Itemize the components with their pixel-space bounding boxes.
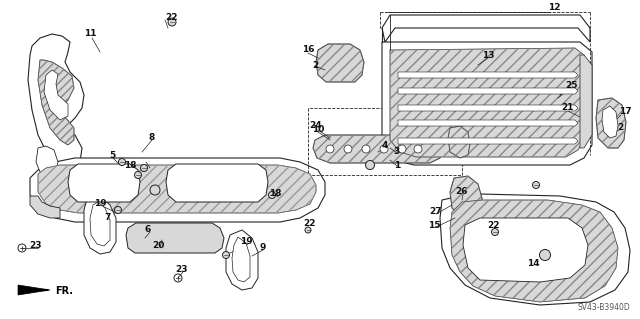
Text: 5: 5 (109, 152, 115, 160)
Polygon shape (316, 44, 364, 82)
Polygon shape (28, 34, 84, 168)
Text: 25: 25 (566, 81, 579, 91)
Polygon shape (398, 88, 578, 94)
Text: FR.: FR. (55, 286, 73, 296)
Polygon shape (450, 200, 618, 302)
Polygon shape (232, 237, 250, 282)
Polygon shape (313, 135, 442, 163)
Circle shape (362, 145, 370, 153)
Polygon shape (580, 55, 592, 148)
Text: 13: 13 (482, 50, 494, 60)
Polygon shape (602, 106, 618, 138)
Circle shape (115, 206, 122, 213)
Circle shape (305, 227, 311, 233)
Polygon shape (36, 146, 58, 176)
Circle shape (134, 172, 141, 179)
Text: 24: 24 (310, 122, 323, 130)
Polygon shape (440, 194, 630, 305)
Polygon shape (126, 223, 224, 253)
Circle shape (365, 160, 374, 169)
Text: 20: 20 (152, 241, 164, 250)
Text: 2: 2 (312, 61, 318, 70)
Text: SV43-B3940D: SV43-B3940D (577, 303, 630, 312)
Polygon shape (448, 126, 470, 158)
Text: 19: 19 (93, 198, 106, 207)
Circle shape (398, 145, 406, 153)
Polygon shape (90, 202, 110, 246)
Text: 23: 23 (29, 241, 42, 250)
Circle shape (532, 182, 540, 189)
Text: 23: 23 (175, 265, 188, 275)
Polygon shape (166, 164, 268, 202)
Polygon shape (398, 120, 578, 126)
Polygon shape (463, 218, 588, 282)
Text: 21: 21 (562, 103, 574, 113)
Text: 10: 10 (312, 125, 324, 135)
Polygon shape (18, 285, 50, 295)
Circle shape (269, 191, 275, 198)
Circle shape (141, 165, 147, 172)
Polygon shape (398, 72, 578, 78)
Text: 12: 12 (548, 4, 560, 12)
Polygon shape (398, 105, 578, 111)
Polygon shape (382, 42, 592, 165)
Text: 19: 19 (240, 236, 252, 246)
Text: 15: 15 (428, 220, 440, 229)
Text: 8: 8 (149, 133, 155, 143)
Circle shape (540, 249, 550, 261)
Text: 26: 26 (456, 188, 468, 197)
Text: 6: 6 (145, 226, 151, 234)
Text: 7: 7 (105, 213, 111, 222)
Polygon shape (450, 176, 482, 218)
Polygon shape (596, 98, 626, 148)
Circle shape (150, 185, 160, 195)
Polygon shape (30, 158, 325, 222)
Circle shape (168, 18, 176, 26)
Circle shape (344, 145, 352, 153)
Polygon shape (38, 165, 316, 213)
Text: 1: 1 (394, 160, 400, 169)
Polygon shape (398, 138, 578, 144)
Text: 22: 22 (488, 221, 500, 231)
Polygon shape (226, 230, 258, 290)
Polygon shape (382, 15, 590, 42)
Text: 16: 16 (301, 46, 314, 55)
Text: 2: 2 (617, 123, 623, 132)
Text: 11: 11 (84, 28, 96, 38)
Circle shape (223, 251, 230, 258)
Polygon shape (44, 70, 68, 120)
Text: 22: 22 (304, 219, 316, 227)
Circle shape (118, 159, 125, 166)
Text: 14: 14 (527, 258, 540, 268)
Polygon shape (84, 195, 116, 254)
Text: 22: 22 (166, 12, 179, 21)
Text: 17: 17 (619, 108, 631, 116)
Polygon shape (390, 48, 584, 157)
Text: 4: 4 (382, 140, 388, 150)
Polygon shape (30, 196, 60, 218)
Text: 9: 9 (260, 243, 266, 253)
Polygon shape (38, 60, 74, 145)
Circle shape (414, 145, 422, 153)
Text: 27: 27 (429, 207, 442, 217)
Text: 18: 18 (269, 189, 281, 198)
Text: 18: 18 (124, 160, 136, 169)
Circle shape (492, 228, 499, 235)
Circle shape (326, 145, 334, 153)
Text: 3: 3 (394, 146, 400, 155)
Circle shape (380, 145, 388, 153)
Polygon shape (68, 164, 140, 202)
